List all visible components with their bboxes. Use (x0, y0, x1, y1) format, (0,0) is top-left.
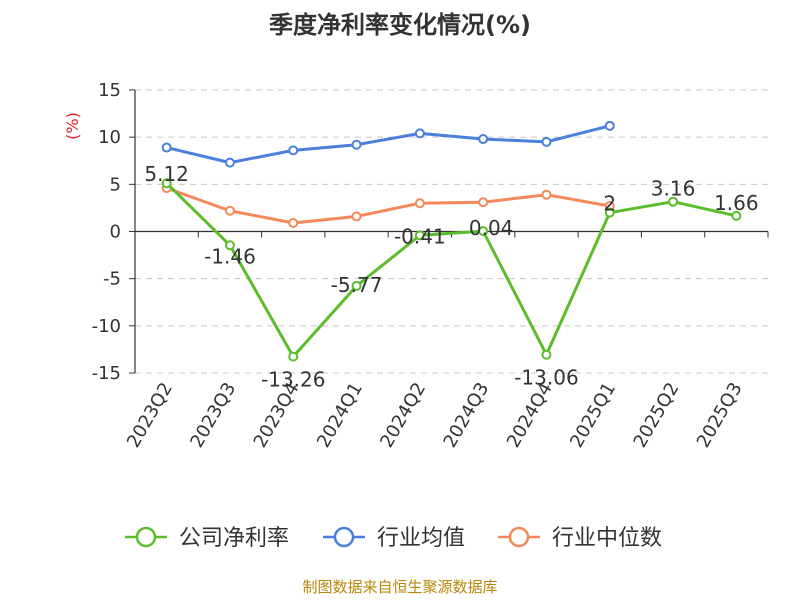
data-point[interactable] (731, 210, 742, 221)
data-point[interactable] (541, 349, 552, 360)
data-point[interactable] (604, 120, 615, 131)
legend-label: 行业中位数 (552, 526, 662, 551)
data-point[interactable] (288, 145, 299, 156)
data-point[interactable] (288, 218, 299, 229)
y-tick-label: -5 (103, 269, 121, 290)
y-tick-label: -10 (92, 316, 121, 337)
series-0 (161, 178, 742, 362)
data-point[interactable] (668, 196, 679, 207)
data-label: -5.77 (331, 273, 383, 297)
data-label: 0.04 (469, 216, 514, 240)
data-label: -0.41 (394, 224, 446, 248)
data-label: 3.16 (651, 177, 696, 201)
series-line (165, 182, 737, 359)
data-point[interactable] (478, 197, 489, 208)
data-label: -13.26 (261, 368, 325, 392)
x-tick-label: 2025Q3 (693, 379, 747, 451)
series-line (166, 186, 611, 225)
legend-marker (508, 526, 530, 548)
data-label: 1.66 (714, 191, 759, 215)
data-point[interactable] (351, 211, 362, 222)
series-layer (161, 120, 742, 362)
data-point[interactable] (541, 189, 552, 200)
y-tick-label: 10 (98, 127, 121, 148)
data-point[interactable] (604, 207, 615, 218)
x-tick-label: 2023Q3 (186, 379, 240, 451)
y-tick-label: 0 (110, 222, 121, 243)
series-2 (161, 183, 615, 229)
data-point[interactable] (224, 240, 235, 251)
x-tick-label: 2025Q2 (629, 379, 683, 451)
x-tick-label: 2023Q2 (123, 379, 177, 451)
data-point[interactable] (288, 351, 299, 362)
legend-item[interactable]: 行业中位数 (498, 526, 662, 551)
data-point[interactable] (414, 230, 425, 241)
x-tick-label: 2024Q2 (376, 379, 430, 451)
legend-label: 行业均值 (377, 526, 465, 551)
data-point[interactable] (414, 128, 425, 139)
legend-label: 公司净利率 (179, 526, 289, 551)
data-labels: 5.12 -1.46 -13.26 -5.77 -0.41 0.04 -13.06 2 3.16… (144, 162, 758, 391)
data-point[interactable] (351, 139, 362, 150)
data-point[interactable] (161, 142, 172, 153)
legend-marker (333, 526, 355, 548)
data-point[interactable] (161, 178, 172, 189)
x-tick-label: 2024Q3 (440, 379, 494, 451)
x-tick-label: 2025Q1 (566, 379, 620, 451)
data-label: -13.06 (514, 366, 578, 390)
series-line (166, 124, 611, 165)
data-point[interactable] (478, 134, 489, 145)
data-point[interactable] (351, 280, 362, 291)
data-label: -1.46 (204, 244, 256, 268)
data-point[interactable] (541, 136, 552, 147)
legend-marker (135, 526, 157, 548)
data-point[interactable] (414, 198, 425, 209)
legend-item[interactable]: 公司净利率 (125, 526, 289, 551)
data-point[interactable] (224, 157, 235, 168)
legend[interactable]: 公司净利率 行业均值 行业中位数 (125, 526, 662, 551)
legend-item[interactable]: 行业均值 (323, 526, 465, 551)
data-label: 2 (603, 192, 616, 216)
y-tick-label: -15 (92, 363, 121, 384)
series-1 (161, 120, 615, 168)
data-point[interactable] (478, 226, 489, 237)
data-label: 5.12 (144, 162, 189, 186)
source-note: 制图数据来自恒生聚源数据库 (302, 578, 497, 596)
y-tick-label: 5 (110, 174, 121, 195)
y-tick-label: 15 (98, 80, 121, 101)
data-point[interactable] (224, 205, 235, 216)
x-tick-label: 2024Q4 (503, 379, 557, 451)
y-axis-label: (%) (63, 112, 82, 140)
chart-title: 季度净利率变化情况(%) (269, 11, 531, 39)
